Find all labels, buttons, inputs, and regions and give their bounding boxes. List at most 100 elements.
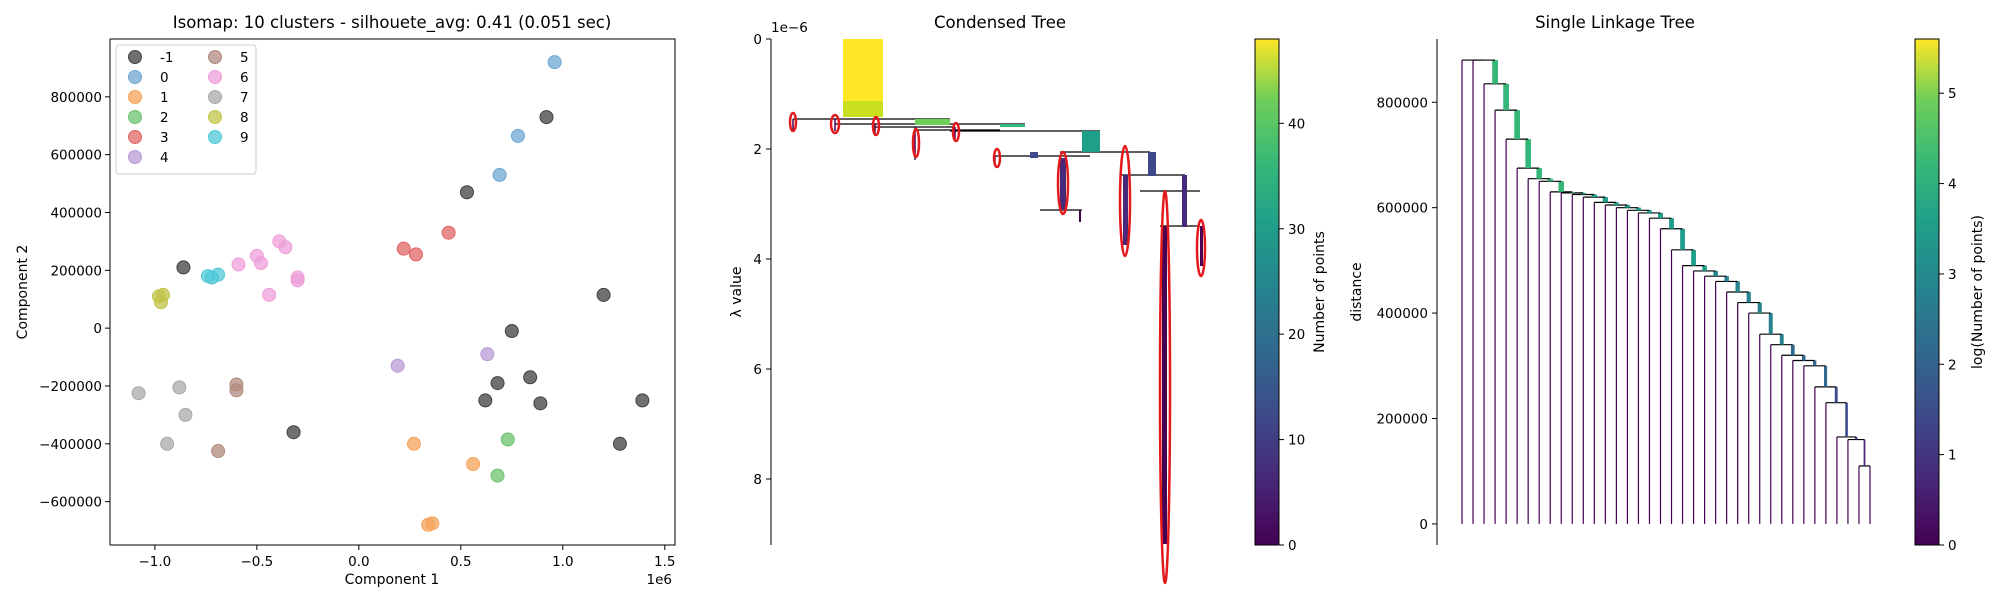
- slt-y-ticks: 0 200000 400000 600000 800000: [1376, 95, 1437, 533]
- legend-marker: [128, 70, 142, 84]
- slt-colorbar-tick-label: 4: [1948, 177, 1957, 193]
- scatter-point-cluster-3: [396, 241, 411, 256]
- scatter-point-cluster-7: [172, 380, 187, 395]
- single-linkage-panel: Single Linkage Tree 0 200000 400000 600000 8…: [1349, 13, 1986, 554]
- scatter-y-tick-label: −200000: [39, 379, 102, 395]
- slt-title: Single Linkage Tree: [1535, 13, 1695, 32]
- scatter-point-cluster-0: [547, 55, 562, 70]
- scatter-point-cluster-6: [278, 240, 293, 255]
- scatter-y-tick-label: −600000: [39, 495, 102, 511]
- slt-colorbar-tick-label: 1: [1948, 448, 1957, 464]
- condensed-branch-purple3: [1182, 175, 1187, 227]
- scatter-y-ticks: −600000 −400000 −200000 0 200000 400000 600000…: [39, 90, 110, 511]
- condensed-y-offset-label: 1e−6: [771, 20, 808, 36]
- slt-colorbar-tick-label: 2: [1948, 357, 1957, 373]
- condensed-colorbar-tick-label: 30: [1288, 222, 1305, 238]
- scatter-point-cluster--1: [523, 370, 538, 385]
- condensed-branch-green2: [1000, 124, 1025, 127]
- slt-dendrogram: [1461, 59, 1871, 524]
- condensed-branch-blue1: [1030, 152, 1038, 158]
- scatter-point-cluster--1: [504, 324, 519, 339]
- scatter-y-tick-label: 800000: [50, 90, 102, 106]
- legend-label: 5: [240, 50, 249, 66]
- scatter-frame: [109, 38, 676, 546]
- scatter-point-cluster-7: [131, 386, 146, 401]
- slt-colorbar-label: log(Number of points): [1970, 215, 1986, 369]
- condensed-branch-purple2: [1123, 175, 1128, 245]
- condensed-y-label: λ value: [729, 267, 745, 318]
- scatter-point-cluster--1: [635, 393, 650, 408]
- scatter-x-tick-label: 1.0: [552, 554, 573, 570]
- scatter-point-cluster-1: [421, 517, 436, 532]
- slt-colorbar: [1914, 38, 1940, 546]
- condensed-branch-deep1: [1162, 226, 1167, 544]
- legend-label: 4: [160, 150, 169, 166]
- scatter-points: [131, 55, 650, 532]
- scatter-x-tick-label: −1.0: [138, 554, 171, 570]
- scatter-point-cluster-4: [390, 358, 405, 373]
- legend-marker: [208, 90, 222, 104]
- scatter-y-tick-label: −400000: [39, 437, 102, 453]
- scatter-x-tick-label: 0.5: [450, 554, 471, 570]
- scatter-point-cluster-0: [510, 128, 525, 143]
- condensed-y-tick-label: 2: [753, 142, 762, 158]
- condensed-colorbar-ticks: 0 10 20 30 40: [1279, 116, 1305, 554]
- scatter-point-cluster--1: [612, 436, 627, 451]
- scatter-point-cluster-3: [441, 225, 456, 240]
- condensed-y-tick-label: 6: [753, 362, 762, 378]
- scatter-point-cluster-5: [211, 444, 226, 459]
- legend-marker: [128, 150, 142, 164]
- scatter-point-cluster-7: [178, 407, 193, 422]
- scatter-point-cluster-3: [408, 247, 423, 262]
- condensed-tree-drawing: [788, 39, 1207, 585]
- condensed-root-trunk: [843, 39, 883, 101]
- scatter-y-label: Component 2: [15, 245, 31, 340]
- legend-marker: [128, 110, 142, 124]
- legend-marker: [208, 70, 222, 84]
- scatter-point-cluster--1: [478, 393, 493, 408]
- scatter-point-cluster-2: [500, 432, 515, 447]
- condensed-branch-deep3: [1079, 210, 1081, 222]
- condensed-branch-teal: [1082, 131, 1100, 152]
- legend-label: 7: [240, 90, 249, 106]
- condensed-colorbar-tick-label: 0: [1288, 538, 1297, 554]
- legend-label: 1: [160, 90, 169, 106]
- condensed-splits: [793, 118, 1200, 227]
- legend-label: 9: [240, 130, 249, 146]
- condensed-colorbar: [1254, 38, 1280, 546]
- scatter-y-tick-label: 0: [93, 321, 102, 337]
- legend-marker: [208, 130, 222, 144]
- scatter-title: Isomap: 10 clusters - silhouete_avg: 0.4…: [173, 13, 612, 33]
- legend-marker: [128, 90, 142, 104]
- condensed-title: Condensed Tree: [934, 13, 1066, 32]
- slt-y-label: distance: [1349, 262, 1365, 321]
- scatter-panel: Isomap: 10 clusters - silhouete_avg: 0.4…: [15, 13, 676, 588]
- scatter-point-cluster-8: [153, 295, 168, 310]
- legend-label: 0: [160, 70, 169, 86]
- condensed-selected-ellipses: [788, 111, 1207, 585]
- scatter-point-cluster-1: [466, 457, 481, 472]
- scatter-point-cluster-9: [211, 267, 226, 282]
- scatter-point-cluster--1: [459, 185, 474, 200]
- condensed-branch-purple1: [1060, 158, 1066, 210]
- legend-marker: [208, 50, 222, 64]
- scatter-y-tick-label: 200000: [50, 263, 102, 279]
- scatter-point-cluster-6: [253, 256, 268, 271]
- slt-colorbar-ticks: 0 1 2 3 4 5: [1939, 86, 1957, 554]
- scatter-point-cluster--1: [490, 376, 505, 391]
- scatter-x-offset-label: 1e6: [647, 572, 672, 588]
- scatter-point-cluster-6: [262, 287, 277, 302]
- condensed-colorbar-label: Number of points: [1312, 231, 1328, 353]
- scatter-x-label: Component 1: [345, 572, 440, 588]
- scatter-point-cluster-7: [160, 436, 175, 451]
- condensed-branch-blue2: [1148, 152, 1156, 176]
- condensed-tree-panel: Condensed Tree 0 2 4 6 8 1e−6 λ value: [729, 13, 1328, 585]
- scatter-point-cluster-5: [229, 383, 244, 398]
- condensed-root-trunk-low: [843, 101, 883, 117]
- scatter-legend: -1 0 1 2 3 4 5 6 7 8 9: [115, 44, 257, 175]
- slt-y-tick-label: 600000: [1376, 201, 1428, 217]
- slt-y-tick-label: 200000: [1376, 412, 1428, 428]
- slt-y-tick-label: 0: [1419, 517, 1428, 533]
- slt-y-tick-label: 400000: [1376, 306, 1428, 322]
